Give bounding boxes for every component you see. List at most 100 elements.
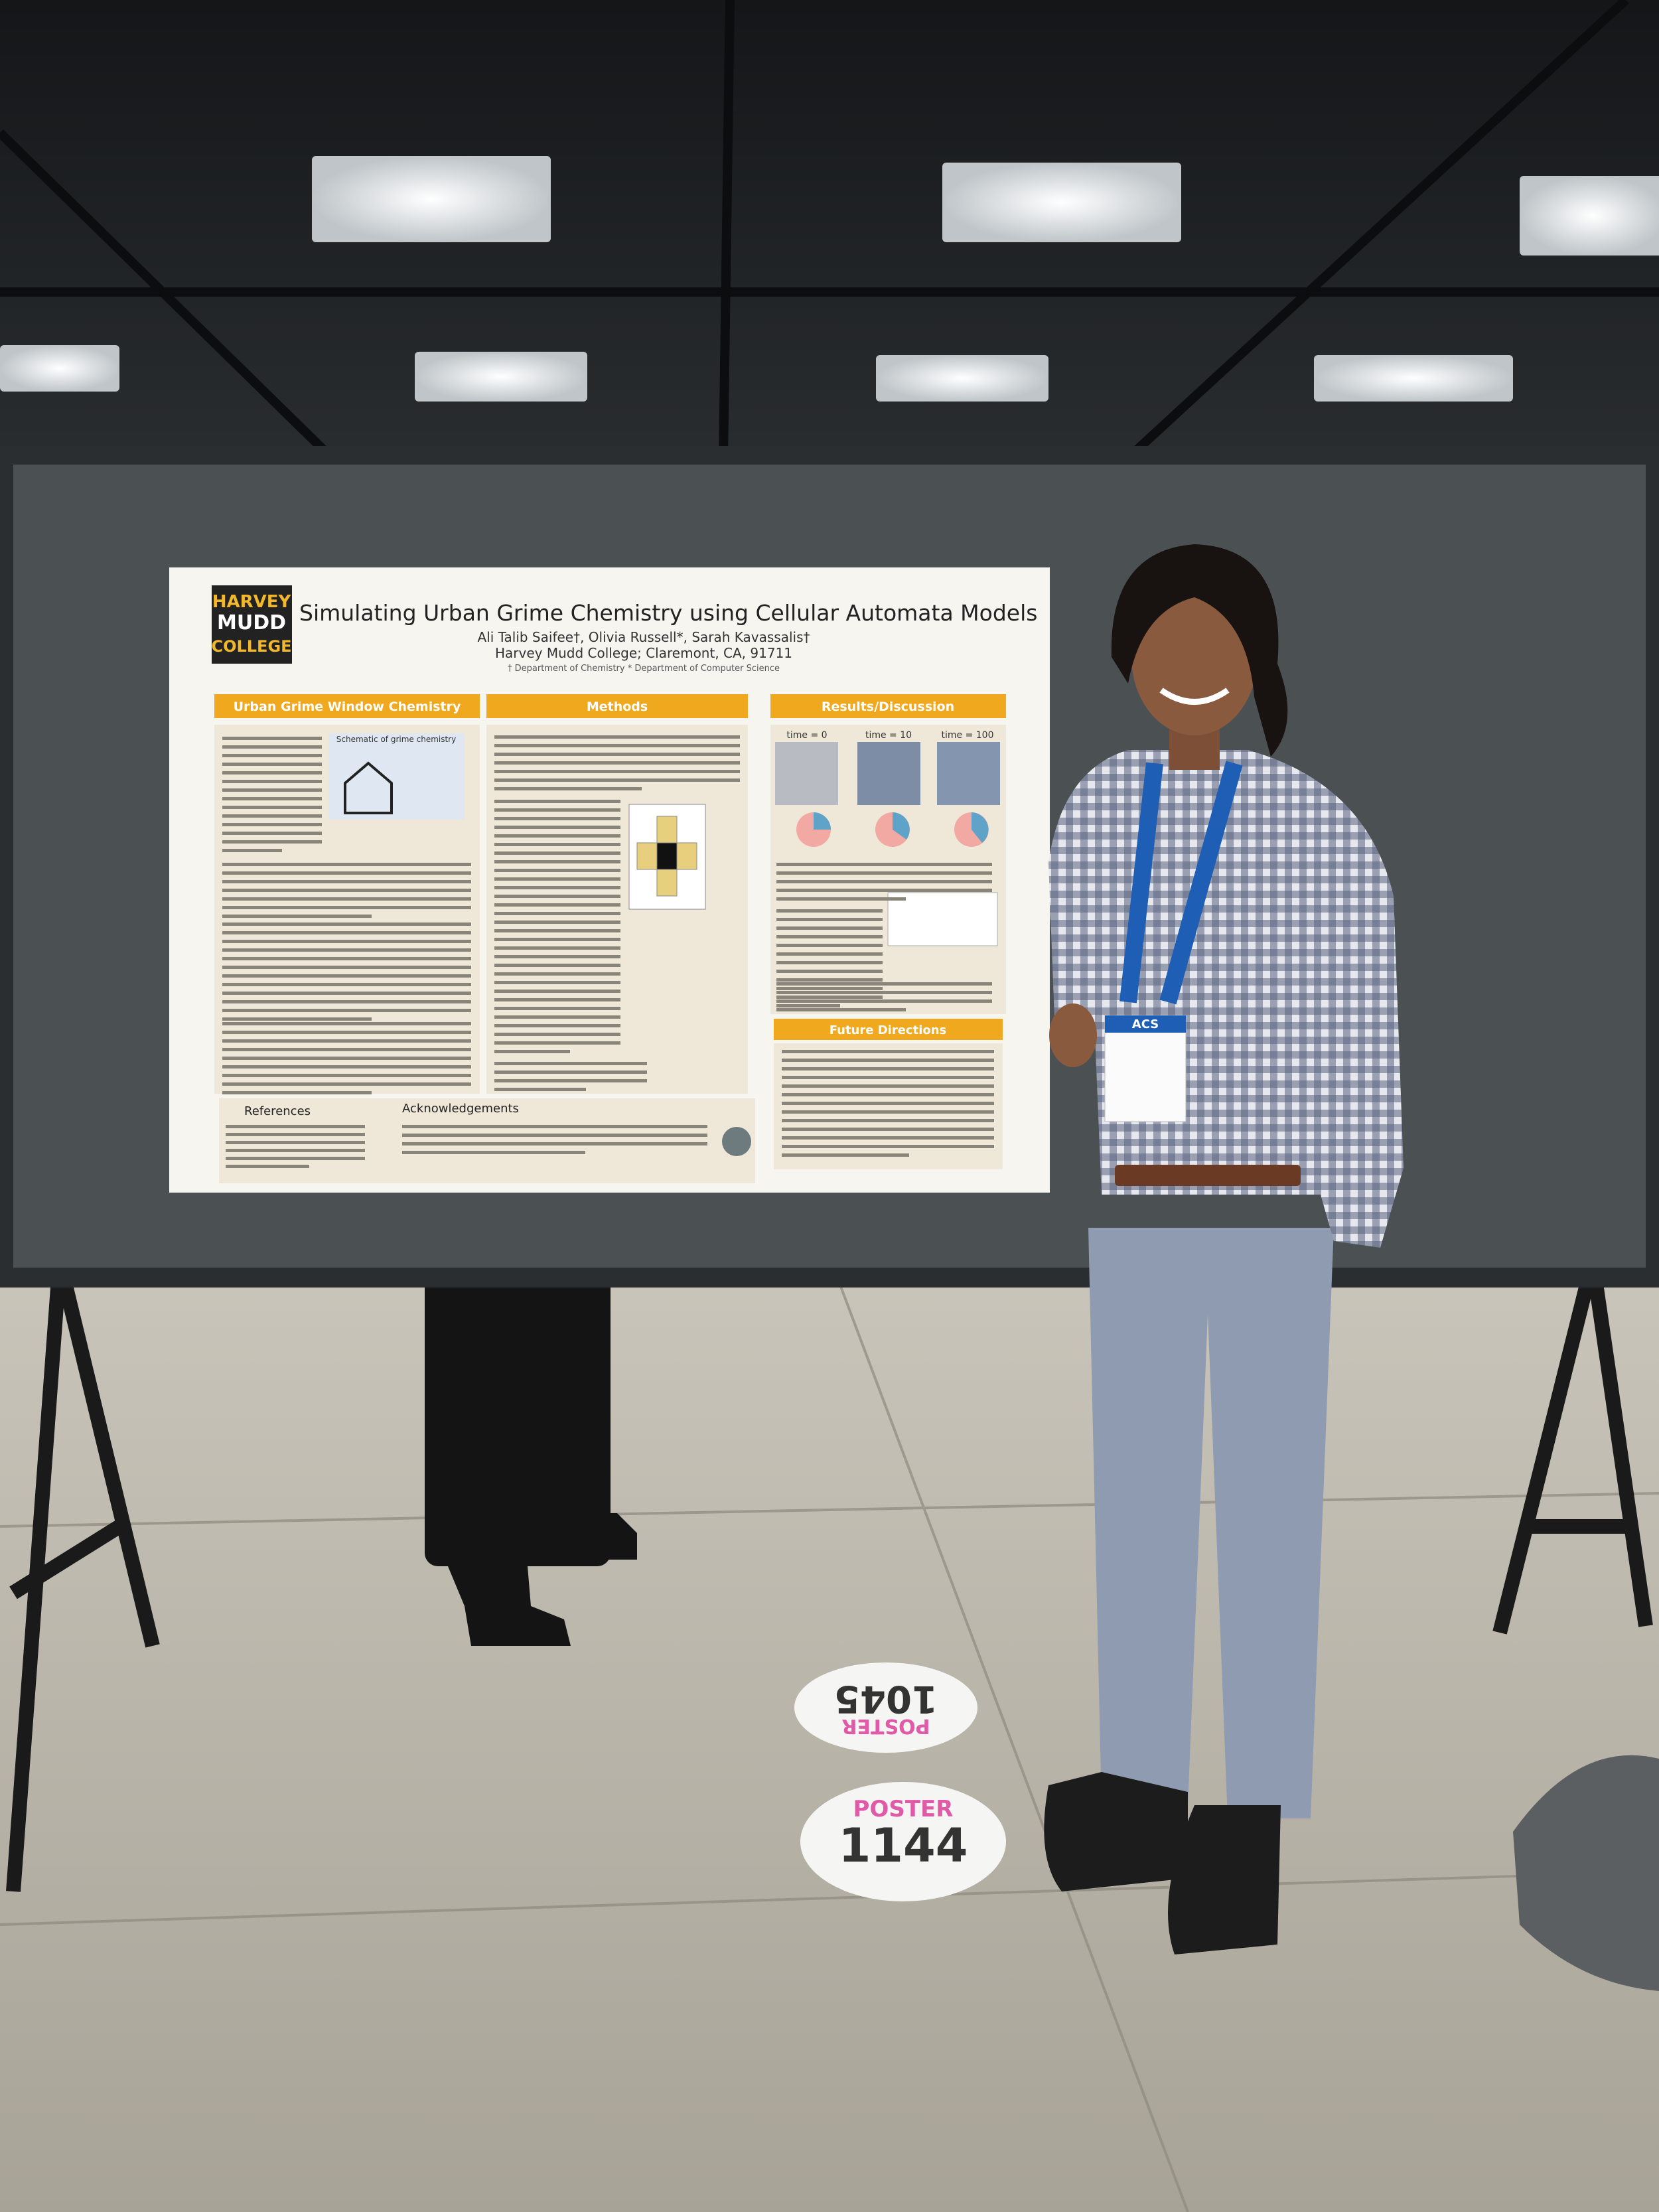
text-line: [494, 761, 740, 765]
text-line: [222, 915, 372, 918]
text-line: [494, 800, 620, 803]
text-line: [222, 1048, 471, 1051]
text-line: [222, 1057, 471, 1060]
poster-title: Simulating Urban Grime Chemistry using C…: [299, 600, 1037, 626]
text-line: [776, 889, 992, 892]
section-title: Future Directions: [830, 1023, 947, 1037]
section-body: [774, 1043, 1003, 1169]
text-line: [222, 745, 322, 749]
logo: [212, 585, 292, 664]
poster: HARVEY MUDD COLLEGE Simulating Urban Gri…: [169, 567, 1050, 1193]
shoe: [1044, 1772, 1188, 1891]
text-line: [222, 922, 471, 926]
text-line: [494, 1033, 620, 1036]
text-line: [222, 940, 471, 943]
text-line: [222, 1009, 471, 1012]
text-line: [222, 948, 471, 952]
text-line: [222, 1074, 471, 1077]
text-line: [222, 863, 471, 866]
text-line: [776, 961, 883, 964]
text-line: [494, 869, 620, 872]
text-line: [222, 1017, 372, 1021]
logo-text: COLLEGE: [211, 637, 291, 656]
text-line: [222, 832, 322, 835]
background-person: [425, 1274, 637, 1646]
text-line: [776, 880, 992, 883]
text-line: [402, 1125, 707, 1128]
text-line: [776, 926, 883, 930]
text-line: [782, 1145, 994, 1148]
section-header: [770, 694, 1006, 718]
simulation-frame: [937, 742, 1000, 805]
section-header: [214, 694, 480, 718]
text-line: [494, 1024, 620, 1027]
text-line: [494, 1050, 570, 1053]
text-line: [222, 771, 322, 774]
text-line: [226, 1141, 365, 1144]
text-line: [776, 991, 992, 994]
pie-icons: [796, 812, 989, 847]
text-line: [494, 826, 620, 829]
text-line: [222, 871, 471, 875]
text-line: [222, 1065, 471, 1069]
text-line: [222, 806, 322, 809]
body-text: [222, 735, 994, 1168]
sticker-number: 1144: [839, 1818, 968, 1873]
text-line: [494, 1007, 620, 1010]
text-line: [494, 964, 620, 967]
text-line: [222, 849, 282, 852]
text-line: [782, 1102, 994, 1105]
text-line: [776, 1008, 906, 1011]
text-line: [494, 955, 620, 958]
text-line: [782, 1128, 994, 1131]
time-label: time = 100: [942, 730, 994, 741]
backpack: [1513, 1755, 1659, 1991]
text-line: [222, 840, 322, 844]
text-line: [494, 817, 620, 820]
text-line: [494, 1062, 647, 1065]
hand: [1049, 1003, 1097, 1067]
text-line: [776, 999, 992, 1003]
plot-thumbnail: [887, 892, 998, 946]
text-line: [226, 1157, 365, 1160]
simulation-frame: [775, 742, 838, 805]
belt: [1115, 1165, 1301, 1186]
badge-org: ACS: [1132, 1017, 1159, 1031]
time-label: time = 0: [786, 730, 827, 741]
text-line: [222, 823, 322, 826]
schematic: [328, 733, 465, 820]
text-line: [222, 737, 322, 740]
text-line: [776, 871, 992, 875]
text-line: [494, 744, 740, 747]
text-line: [226, 1149, 365, 1152]
text-line: [494, 895, 620, 898]
lanyard: [1119, 761, 1243, 1005]
text-line: [222, 1039, 471, 1043]
text-line: [494, 778, 740, 782]
text-line: [494, 886, 620, 889]
text-line: [494, 1041, 620, 1045]
poster-affiliation: Harvey Mudd College; Claremont, CA, 9171…: [495, 645, 792, 661]
text-line: [494, 938, 620, 941]
text-line: [222, 974, 471, 978]
hair: [1111, 544, 1288, 757]
text-line: [776, 987, 883, 990]
text-line: [776, 918, 883, 921]
ceiling-lights: [0, 156, 1659, 402]
badge-header: [1105, 1015, 1186, 1033]
text-line: [494, 1070, 647, 1074]
text-line: [782, 1084, 994, 1088]
text-line: [494, 946, 620, 950]
sticker-number: 1045: [834, 1677, 938, 1720]
text-line: [776, 952, 883, 956]
house-icon: [344, 761, 393, 814]
logo-text: MUDD: [217, 611, 286, 634]
text-line: [782, 1136, 994, 1140]
text-line: [494, 998, 620, 1001]
sticker-label: POSTER: [841, 1714, 930, 1737]
text-line: [494, 770, 740, 773]
poster-authors: Ali Talib Saifee†, Olivia Russell*, Sara…: [477, 629, 810, 645]
text-line: [494, 981, 620, 984]
text-line: [494, 877, 620, 881]
text-line: [226, 1133, 365, 1136]
